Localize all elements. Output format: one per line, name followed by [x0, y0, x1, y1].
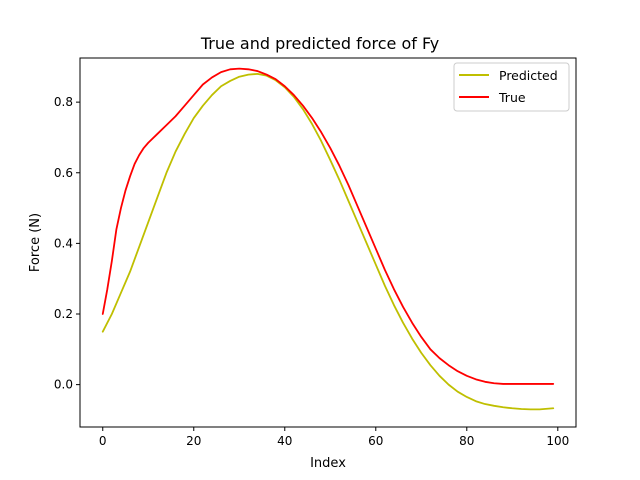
- y-tick-label: 0.0: [54, 378, 73, 392]
- legend-label-predicted: Predicted: [499, 68, 558, 83]
- x-axis: 0 20 40 60 80 100: [99, 427, 569, 448]
- y-tick-label: 0.8: [54, 95, 73, 109]
- series-line-predicted: [101, 72, 555, 411]
- chart-title: True and predicted force of Fy: [200, 34, 439, 53]
- x-tick-label: 40: [277, 434, 292, 448]
- legend: Predicted True: [453, 62, 570, 112]
- x-tick-label: 60: [368, 434, 383, 448]
- series-layer: [101, 67, 555, 411]
- y-tick-label: 0.2: [54, 307, 73, 321]
- y-tick-label: 0.4: [54, 236, 73, 250]
- y-axis-label: Force (N): [28, 213, 43, 272]
- y-axis: 0.0 0.2 0.4 0.6 0.8: [54, 95, 80, 392]
- legend-label-true: True: [498, 90, 526, 105]
- x-tick-label: 0: [99, 434, 107, 448]
- x-tick-label: 20: [186, 434, 201, 448]
- x-axis-label: Index: [310, 456, 346, 471]
- series-line-true: [101, 67, 555, 385]
- x-tick-label: 100: [546, 434, 569, 448]
- y-tick-label: 0.6: [54, 166, 73, 180]
- x-tick-label: 80: [459, 434, 474, 448]
- plot-frame: [79, 57, 577, 428]
